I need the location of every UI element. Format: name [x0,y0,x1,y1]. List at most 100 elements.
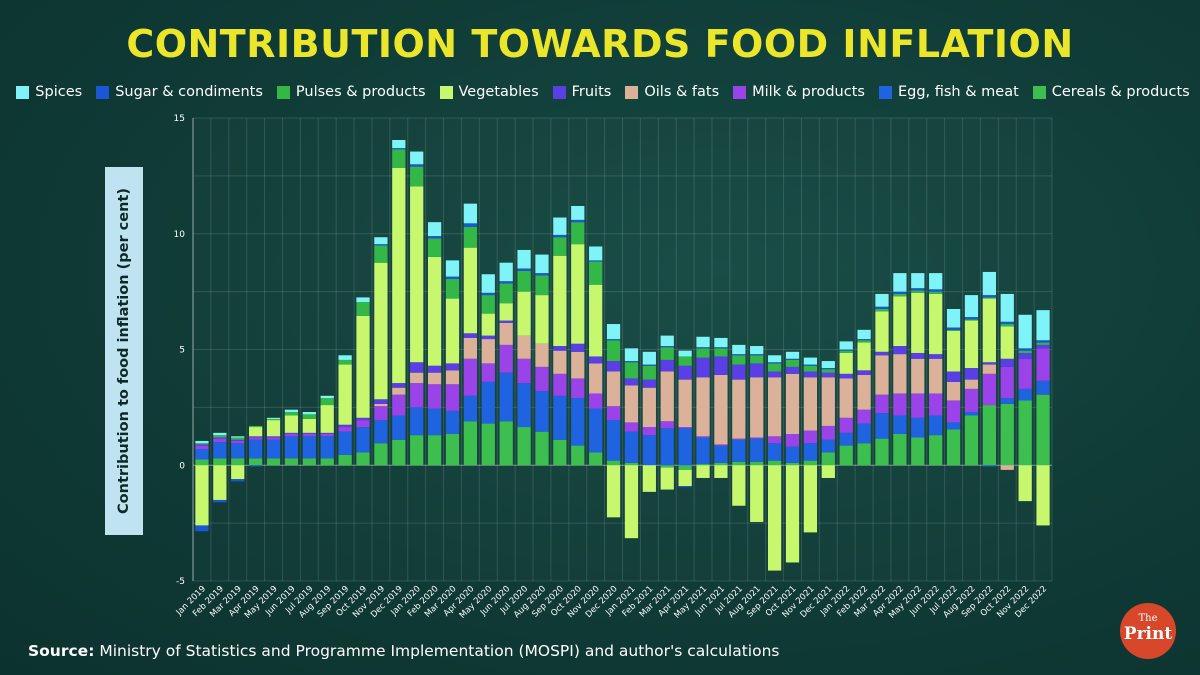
bar-milk-products [982,373,996,406]
bar-sugar-condiments [499,281,513,284]
bar-egg-fish-meat [839,432,853,446]
bar-vegetables [606,465,621,518]
bar-spices [893,273,907,292]
bar-oils-fats [624,385,639,423]
bar-vegetables [338,364,352,425]
bar-fruits [499,320,513,323]
bar-egg-fish-meat [195,449,209,460]
bar-egg-fish-meat [911,417,925,438]
bar-spices [839,341,853,350]
bar-pulses-products [553,237,567,256]
bar-cereals-products [911,437,925,466]
bar-sugar-condiments [964,317,979,320]
bar-cereals-products [589,452,603,466]
bar-cereals-products [929,435,943,466]
bar-milk-products [589,393,603,409]
bar-egg-fish-meat [374,420,388,444]
bar-pulses-products [231,437,245,440]
bar-egg-fish-meat [213,442,227,459]
bar-milk-products [857,409,871,424]
bar-vegetables [929,293,943,355]
bar-egg-fish-meat [1018,388,1032,401]
bar-cereals-products [571,445,585,466]
bar-fruits [642,379,656,388]
y-axis-label-box [105,167,143,535]
bar-pulses-products [982,297,996,299]
legend-item-sugar-condiments: Sugar & condiments [96,84,263,100]
legend-label: Egg, fish & meat [897,84,1019,100]
bar-sugar-condiments [696,347,710,349]
bar-sugar-condiments [893,291,907,294]
bar-sugar-condiments [249,465,263,467]
bar-fruits [750,363,764,378]
bar-fruits [463,333,478,338]
bar-cereals-products [445,433,460,466]
bar-sugar-condiments [445,276,460,279]
bar-oils-fats [857,374,871,410]
bar-pulses-products [481,295,495,314]
bar-egg-fish-meat [266,439,281,459]
bar-milk-products [571,378,585,399]
bar-spices [732,344,746,355]
bar-fruits [1036,344,1050,349]
bar-cereals-products [499,421,513,466]
bar-oils-fats [839,378,853,418]
bar-oils-fats [929,358,943,394]
bar-sugar-condiments [481,292,495,296]
bar-milk-products [767,436,782,444]
bar-oils-fats [445,370,460,385]
bar-pulses-products [266,418,281,421]
bar-oils-fats [535,343,549,367]
bar-oils-fats [571,351,585,379]
bar-pulses-products [427,238,442,257]
bar-spices [642,351,656,365]
legend-swatch [552,85,566,99]
bar-fruits [213,437,227,439]
bar-spices [284,409,299,413]
legend-label: Fruits [571,84,612,100]
logo-line1: The [1138,613,1158,624]
bar-pulses-products [732,355,746,365]
bar-fruits [982,362,996,365]
bar-milk-products [302,433,316,437]
bar-egg-fish-meat [946,422,961,430]
bar-vegetables [839,352,853,374]
bar-pulses-products [213,435,227,438]
bar-milk-products [356,420,370,428]
bar-cereals-products [946,429,961,466]
bar-fruits [678,365,692,380]
bar-milk-products [517,358,531,384]
bar-milk-products [875,394,889,414]
bar-egg-fish-meat [445,410,460,434]
bar-milk-products [266,437,281,440]
bar-milk-products [750,437,764,439]
legend-item-egg-fish-meat: Egg, fish & meat [878,84,1019,100]
bar-pulses-products [499,283,513,304]
bar-sugar-condiments [517,268,531,271]
y-tick-label: 5 [179,346,185,356]
bar-cereals-products [678,465,692,470]
bar-milk-products [732,438,746,440]
bar-cereals-products [320,458,334,466]
bar-spices [982,271,996,296]
bar-fruits [1018,352,1032,359]
bar-fruits [857,370,871,375]
bar-oils-fats [517,335,531,359]
bar-sugar-condiments [553,234,567,238]
bar-egg-fish-meat [231,443,245,459]
bar-sugar-condiments [213,499,227,503]
bar-milk-products [535,366,549,392]
bar-vegetables [445,298,460,364]
bar-egg-fish-meat [392,415,406,440]
bar-oils-fats [750,377,764,438]
bar-oils-fats [875,355,889,395]
bar-spices [195,440,209,444]
bar-milk-products [445,384,460,411]
legend-item-pulses-products: Pulses & products [276,84,426,100]
bar-spices [1036,310,1050,341]
bar-fruits [302,432,316,434]
bar-pulses-products [606,340,621,362]
bar-spices [589,246,603,261]
bar-cereals-products [606,460,621,466]
bar-cereals-products [1000,403,1014,466]
